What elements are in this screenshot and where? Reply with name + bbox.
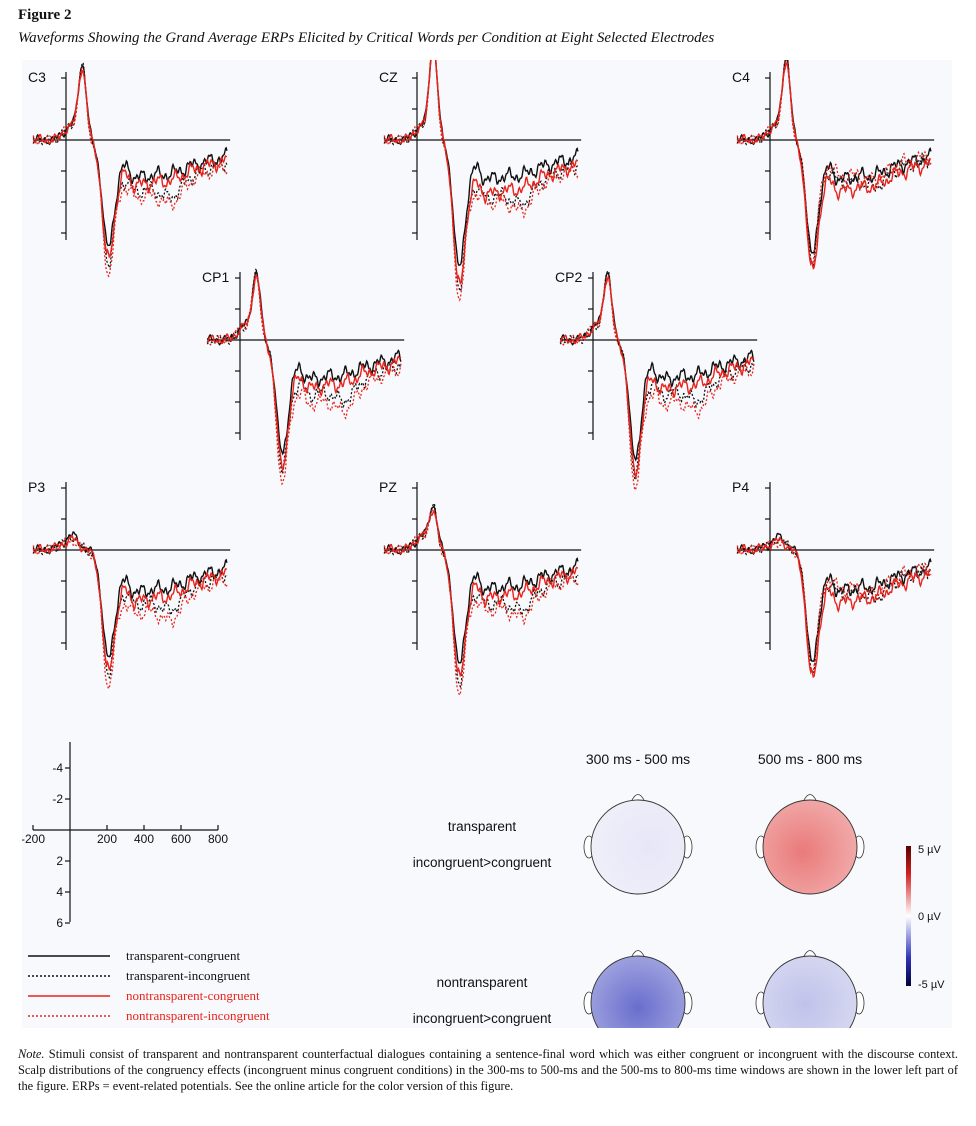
erp-line-transparent-incongruent (736, 536, 932, 676)
scalp-map (583, 950, 693, 1051)
topo-row-label: transparent (448, 819, 517, 834)
erp-line-transparent-congruent (383, 505, 579, 664)
colorbar: 5 µV 0 µV -5 µV (906, 844, 945, 991)
topo-row-sublabel: incongruent>congruent (413, 855, 552, 870)
erp-plot-cp2: CP2 (555, 269, 758, 492)
legend: transparent-congruent transparent-incongr… (28, 948, 270, 1023)
legend-entry: nontransparent-congruent (126, 988, 260, 1003)
erp-plot-cp1: CP1 (202, 268, 405, 486)
erp-line-nontransparent-congruent (32, 535, 227, 671)
erp-line-transparent-congruent (559, 272, 755, 462)
erp-line-nontransparent-congruent (383, 510, 578, 678)
erp-line-transparent-congruent (736, 532, 932, 663)
colorbar-mid-label: 0 µV (918, 911, 942, 923)
figure-panel: C3 CZ C4 CP1 CP2 P3 PZ P4 -200 200 400 600 800 -4 -2 2… (21, 38, 952, 1051)
erp-line-nontransparent-congruent (32, 69, 227, 259)
scale-y-tick-label: -2 (52, 792, 63, 806)
erp-line-transparent-congruent (206, 269, 402, 456)
colorbar-min-label: -5 µV (918, 979, 945, 991)
electrode-label: C3 (28, 69, 46, 85)
scale-y-tick-label: -4 (52, 761, 63, 775)
figure-label: Figure 2 (18, 7, 72, 23)
scale-x-tick-label: -200 (22, 832, 45, 846)
erp-plot-p4: P4 (732, 479, 935, 679)
erp-line-nontransparent-congruent (207, 273, 402, 472)
erp-plot-pz: PZ (379, 479, 582, 697)
head-circle (762, 799, 858, 895)
note-lead: Note. (18, 1047, 45, 1061)
erp-line-nontransparent-incongruent (32, 66, 228, 278)
erp-line-transparent-congruent (32, 531, 228, 658)
erp-line-nontransparent-incongruent (736, 539, 932, 675)
scalp-map (583, 794, 693, 895)
colorbar-gradient (906, 846, 911, 986)
erp-line-nontransparent-incongruent (736, 58, 932, 265)
erp-line-transparent-congruent (32, 64, 228, 247)
scale-y-tick-label: 4 (56, 885, 63, 899)
legend-entry: transparent-incongruent (126, 968, 251, 983)
topo-window-label: 300 ms - 500 ms (586, 751, 690, 767)
erp-line-nontransparent-incongruent (383, 42, 579, 302)
electrode-label: C4 (732, 69, 750, 85)
scale-x-tick-label: 200 (97, 832, 117, 846)
note-text: Stimuli consist of transparent and nontr… (18, 1047, 958, 1093)
electrode-label: CP1 (202, 269, 229, 285)
erp-plot-c4: C4 (732, 54, 935, 270)
topo-row-sublabel: incongruent>congruent (413, 1011, 552, 1026)
erp-line-nontransparent-incongruent (206, 275, 402, 486)
head-circle (762, 955, 858, 1051)
electrode-label: CZ (379, 69, 398, 85)
electrode-label: P3 (28, 479, 45, 495)
erp-line-nontransparent-incongruent (383, 508, 579, 697)
erp-line-transparent-congruent (383, 41, 579, 267)
topo-row-label: nontransparent (437, 975, 528, 990)
legend-entry: nontransparent-incongruent (126, 1008, 270, 1023)
erp-figure: C3 CZ C4 CP1 CP2 P3 PZ P4 -200 200 400 600 800 -4 -2 2… (21, 38, 945, 1051)
electrode-label: PZ (379, 479, 397, 495)
electrode-label: P4 (732, 479, 749, 495)
erp-line-transparent-incongruent (736, 54, 932, 267)
scale-x-tick-label: 600 (171, 832, 191, 846)
figure-note: Note. Stimuli consist of transparent and… (18, 1046, 958, 1094)
figure-title: Waveforms Showing the Grand Average ERPs… (18, 30, 715, 46)
head-circle (590, 799, 686, 895)
scale-y-tick-label: 2 (56, 854, 63, 868)
scale-x-tick-label: 800 (208, 832, 228, 846)
scale-axis: -200 200 400 600 800 -4 -2 2 4 6 (21, 742, 228, 930)
erp-line-nontransparent-congruent (736, 62, 931, 270)
topo-window-label: 500 ms - 800 ms (758, 751, 862, 767)
electrode-label: CP2 (555, 269, 582, 285)
scalp-map (755, 794, 865, 895)
scalp-map (755, 950, 865, 1051)
legend-entry: transparent-congruent (126, 948, 240, 963)
scale-x-tick-label: 400 (134, 832, 154, 846)
erp-line-nontransparent-congruent (383, 46, 579, 285)
scale-y-tick-label: 6 (56, 916, 63, 930)
erp-line-transparent-congruent (736, 57, 932, 254)
erp-plot-c3: C3 (28, 61, 231, 278)
erp-line-nontransparent-congruent (560, 276, 755, 480)
erp-line-nontransparent-incongruent (559, 275, 755, 492)
erp-line-transparent-incongruent (559, 269, 755, 481)
erp-line-nontransparent-incongruent (32, 537, 228, 691)
erp-plot-cz: CZ (379, 38, 582, 302)
head-circle (590, 955, 686, 1051)
colorbar-max-label: 5 µV (918, 844, 942, 856)
erp-line-nontransparent-congruent (736, 536, 931, 679)
erp-plot-p3: P3 (28, 479, 231, 691)
